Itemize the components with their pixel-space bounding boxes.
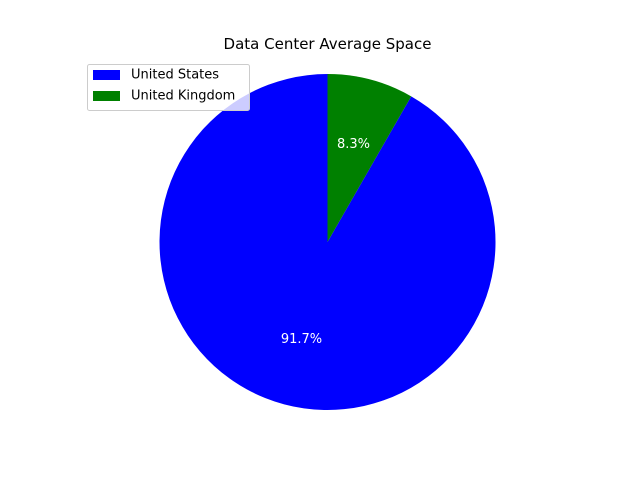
legend-frame xyxy=(87,64,250,111)
pie-slice-united-kingdom xyxy=(327,74,412,242)
slice-value-label-united-kingdom: 8.3% xyxy=(337,137,370,152)
slice-value-label-united-states: 91.7% xyxy=(281,332,322,347)
legend-items: United States United Kingdom xyxy=(93,68,235,104)
legend-label-united-states: United States xyxy=(131,68,219,83)
pie-slice-labels: 91.7% 8.3% xyxy=(281,137,370,347)
pie-slice-united-states xyxy=(159,74,496,410)
legend-swatch-united-states xyxy=(93,70,120,80)
legend-swatch-united-kingdom xyxy=(93,91,120,101)
legend: United States United Kingdom xyxy=(87,64,250,111)
legend-label-united-kingdom: United Kingdom xyxy=(131,89,235,104)
chart-title: Data Center Average Space xyxy=(224,35,432,53)
pie-slices xyxy=(159,74,496,410)
